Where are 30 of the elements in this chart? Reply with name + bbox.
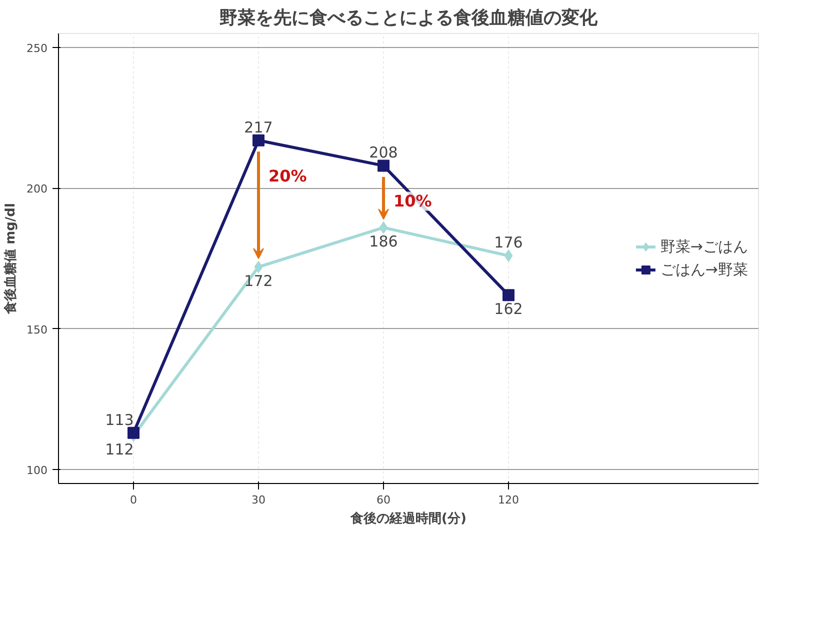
data-label: 162 xyxy=(494,300,523,318)
data-label: 217 xyxy=(244,118,273,136)
chart-title: 野菜を先に食べることによる食後血糖値の変化 xyxy=(220,8,598,28)
point xyxy=(378,160,390,172)
point xyxy=(504,250,513,262)
data-label: 208 xyxy=(369,144,398,162)
data-label: 172 xyxy=(244,272,273,290)
x-tick-label: 30 xyxy=(252,494,266,506)
x-tick-label: 120 xyxy=(498,494,519,506)
legend-label: ごはん→野菜 xyxy=(660,260,748,279)
point xyxy=(252,134,264,146)
point xyxy=(128,426,140,439)
legend-label: 野菜→ごはん xyxy=(660,237,748,256)
data-label: 186 xyxy=(369,232,398,251)
annotation: 10% xyxy=(394,192,432,211)
point xyxy=(379,222,388,234)
x-axis-title: 食後の経過時間(分) xyxy=(350,510,466,526)
annotation: 20% xyxy=(268,166,307,186)
data-label: 176 xyxy=(494,234,523,252)
y-tick-label: 250 xyxy=(26,42,48,56)
point xyxy=(254,260,263,273)
x-tick-label: 0 xyxy=(130,494,137,506)
y-tick-label: 100 xyxy=(26,464,48,477)
point xyxy=(502,289,514,302)
y-tick-label: 150 xyxy=(26,323,48,336)
data-label: 113 xyxy=(105,410,134,429)
data-label: 112 xyxy=(105,440,134,459)
x-tick-label: 60 xyxy=(376,494,390,506)
y-axis-title: 食後血糖値 mg/dl xyxy=(2,203,19,315)
y-tick-label: 200 xyxy=(26,182,48,196)
